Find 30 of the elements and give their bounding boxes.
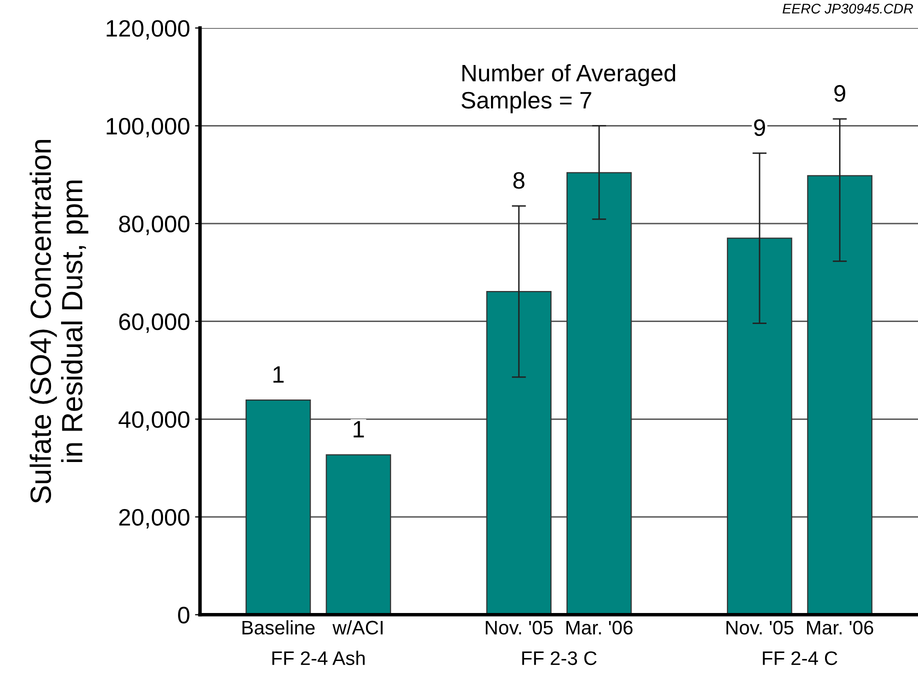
x-tick-label: Mar. '06 [807, 620, 874, 635]
y-tick-label: 120,000 [106, 20, 190, 40]
text: FF 2-3 C [522, 651, 597, 666]
y-tick-label: 100,000 [106, 118, 190, 138]
annotation: Number of Averaged Samples = 7 [462, 64, 676, 114]
bar [486, 290, 552, 615]
bar [807, 175, 872, 615]
y-tick-label: 40,000 [118, 411, 190, 431]
x-tick-label: Baseline [242, 620, 315, 635]
x-tick-label: w/ACI [332, 620, 383, 635]
annotation: 8 [513, 172, 524, 189]
bar [326, 454, 392, 615]
annotation: 9 [754, 119, 766, 136]
annotation: 1 [273, 366, 284, 383]
y-tick-label: 0 [178, 606, 190, 624]
annotation: 9 [834, 85, 846, 102]
y-tick-label: 20,000 [119, 508, 190, 528]
text: FF 2-4 Ash [272, 650, 365, 666]
bar [246, 400, 311, 615]
y-axis-title: Sulfate (SO4) Concentration in Residual Dust, ppm [30, 140, 88, 504]
text: FF 2-4 C [762, 651, 838, 666]
x-tick-label: Nov. '05 [486, 620, 553, 635]
y-tick-label: 60,000 [119, 313, 190, 333]
text: EERC JP30945.CDR [782, 4, 913, 14]
bar [726, 238, 792, 615]
y-tick-label: 80,000 [119, 216, 190, 236]
bar [566, 172, 632, 615]
x-tick-label: Mar. '06 [566, 620, 633, 635]
annotation: 1 [354, 421, 364, 438]
x-tick-label: Nov. '05 [726, 620, 794, 635]
